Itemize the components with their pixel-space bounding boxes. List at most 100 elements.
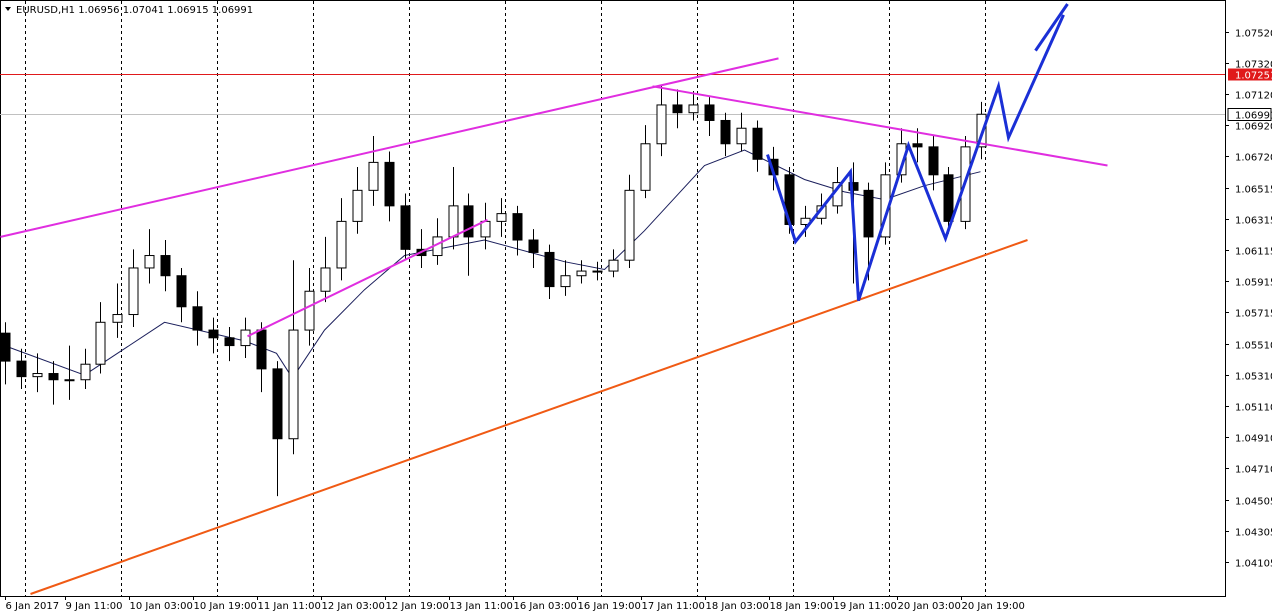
- y-tick-label: 1.06920: [1235, 122, 1272, 133]
- candle-body: [128, 267, 139, 316]
- candle-body: [224, 337, 235, 347]
- candle-body: [256, 329, 267, 370]
- candle-body: [288, 329, 299, 440]
- candle-body: [320, 267, 331, 292]
- candle-body: [576, 270, 587, 277]
- candle-body: [448, 205, 459, 238]
- x-tick-label: 19 Jan 11:00: [834, 601, 897, 612]
- candle-body: [160, 255, 171, 277]
- candle-body: [688, 104, 699, 114]
- y-tick-label: 1.04710: [1235, 465, 1272, 476]
- candle-body: [512, 213, 523, 241]
- trend-line: [1034, 3, 1069, 52]
- candle-body: [943, 174, 954, 222]
- candle-body: [480, 220, 491, 238]
- y-tick-label: 1.05915: [1235, 278, 1272, 289]
- candle-body: [912, 143, 923, 148]
- candle-body: [192, 306, 203, 331]
- candle-body: [560, 275, 571, 288]
- candle-body: [80, 363, 91, 381]
- y-tick-label: 1.07320: [1235, 60, 1272, 71]
- x-tick-label: 20 Jan 19:00: [962, 601, 1025, 612]
- candle-body: [656, 104, 667, 145]
- y-tick-label: 1.05715: [1235, 309, 1272, 320]
- candle-body: [544, 251, 555, 288]
- candle-body: [272, 368, 283, 440]
- y-tick-label: 1.07120: [1235, 91, 1272, 102]
- candle-body: [208, 329, 219, 339]
- trend-line: [247, 218, 488, 338]
- trend-line: [0, 57, 779, 238]
- y-tick-label: 1.06720: [1235, 153, 1272, 164]
- candle-body: [592, 270, 603, 273]
- y-tick-label: 1.06115: [1235, 247, 1272, 258]
- x-tick-label: 10 Jan 19:00: [194, 601, 257, 612]
- candle-body: [672, 104, 683, 114]
- x-tick-label: 16 Jan 19:00: [578, 601, 641, 612]
- y-tick-label: 1.06515: [1235, 185, 1272, 196]
- y-tick-label: 1.05110: [1235, 403, 1272, 414]
- candle-body: [112, 314, 123, 323]
- candle-body: [928, 146, 939, 176]
- x-tick-label: 10 Jan 03:00: [130, 601, 193, 612]
- x-tick-label: 18 Jan 03:00: [706, 601, 769, 612]
- candle-body: [95, 321, 106, 365]
- candle-body: [704, 104, 715, 121]
- last-price-box: [1227, 108, 1272, 121]
- candle-body: [624, 189, 635, 261]
- y-tick-label: 1.04505: [1235, 497, 1272, 508]
- candle-body: [368, 161, 379, 191]
- y-tick-label: 1.04910: [1235, 434, 1272, 445]
- candle-body: [720, 119, 731, 145]
- candle-body: [496, 213, 507, 222]
- trend-line: [766, 14, 1065, 302]
- x-tick-label: 20 Jan 03:00: [898, 601, 961, 612]
- symbol-arrow: [5, 7, 11, 11]
- x-tick-label: 11 Jan 11:00: [258, 601, 321, 612]
- candle-body: [64, 379, 75, 382]
- alert-price-box: [1228, 68, 1272, 81]
- x-tick-label: 12 Jan 19:00: [386, 601, 449, 612]
- y-tick-label: 1.04105: [1235, 559, 1272, 570]
- candle-body: [48, 373, 59, 381]
- candle-body: [176, 275, 187, 308]
- chart-title: EURUSD,H1 1.06956 1.07041 1.06915 1.0699…: [16, 5, 253, 16]
- x-tick-label: 16 Jan 03:00: [514, 601, 577, 612]
- candle-body: [16, 360, 27, 378]
- candle-body: [384, 161, 395, 207]
- candle-body: [336, 220, 347, 269]
- candle-body: [608, 259, 619, 272]
- candle-body: [896, 143, 907, 176]
- x-tick-label: 12 Jan 03:00: [322, 601, 385, 612]
- candle-body: [736, 127, 747, 145]
- candle-body: [400, 205, 411, 250]
- candle-body: [863, 189, 874, 238]
- last-price-label: 1.06991: [1235, 111, 1272, 122]
- y-tick-label: 1.04305: [1235, 528, 1272, 539]
- candle-body: [144, 255, 155, 269]
- candle-body: [848, 182, 859, 191]
- candle-body: [0, 332, 11, 362]
- trend-line: [30, 239, 1028, 595]
- candle-body: [463, 205, 474, 238]
- candle-body: [528, 239, 539, 253]
- plot-frame: [0, 0, 1226, 597]
- x-tick-label: 9 Jan 11:00: [66, 601, 123, 612]
- candle-body: [32, 373, 43, 378]
- candle-body: [304, 290, 315, 331]
- y-tick-label: 1.05310: [1235, 372, 1272, 383]
- candle-body: [240, 329, 251, 347]
- candle-body: [352, 189, 363, 222]
- x-tick-label: 18 Jan 19:00: [770, 601, 833, 612]
- y-tick-label: 1.07520: [1235, 29, 1272, 40]
- y-tick-label: 1.05510: [1235, 341, 1272, 352]
- x-tick-label: 6 Jan 2017: [6, 601, 60, 612]
- x-tick-label: 13 Jan 11:00: [450, 601, 513, 612]
- candle-body: [640, 143, 651, 191]
- y-tick-label: 1.06315: [1235, 216, 1272, 227]
- trend-line: [652, 85, 1108, 167]
- candle-body: [752, 127, 763, 160]
